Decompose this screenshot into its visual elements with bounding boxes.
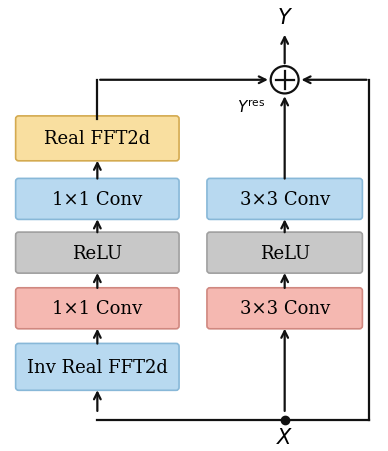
Text: 3×3 Conv: 3×3 Conv	[239, 190, 330, 208]
FancyBboxPatch shape	[16, 344, 179, 391]
Text: ReLU: ReLU	[260, 244, 310, 262]
FancyBboxPatch shape	[207, 233, 362, 273]
FancyBboxPatch shape	[16, 288, 179, 329]
FancyBboxPatch shape	[16, 233, 179, 273]
FancyBboxPatch shape	[207, 179, 362, 220]
Text: $Y^{\mathrm{res}}$: $Y^{\mathrm{res}}$	[237, 98, 266, 115]
Text: Inv Real FFT2d: Inv Real FFT2d	[27, 358, 168, 376]
Text: $Y$: $Y$	[277, 8, 293, 28]
Text: 1×1 Conv: 1×1 Conv	[52, 299, 142, 318]
Text: $X$: $X$	[276, 428, 293, 447]
Text: 3×3 Conv: 3×3 Conv	[239, 299, 330, 318]
Text: Real FFT2d: Real FFT2d	[44, 130, 151, 148]
FancyBboxPatch shape	[207, 288, 362, 329]
FancyBboxPatch shape	[16, 179, 179, 220]
Text: 1×1 Conv: 1×1 Conv	[52, 190, 142, 208]
Text: ReLU: ReLU	[72, 244, 123, 262]
FancyBboxPatch shape	[16, 117, 179, 161]
